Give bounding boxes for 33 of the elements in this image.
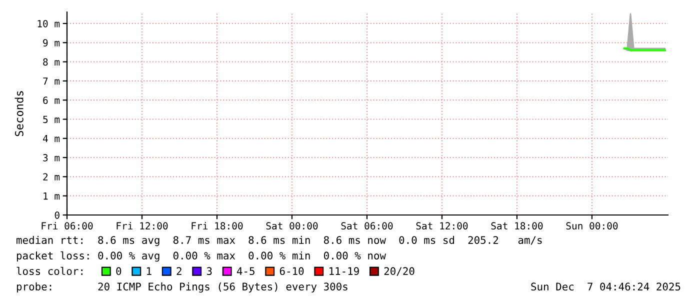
y-tick-label: 4 m xyxy=(42,135,60,142)
legend-label: 4-5 xyxy=(236,267,254,276)
y-tick-label: 0 xyxy=(54,212,60,219)
y-tick-label: 2 m xyxy=(43,173,60,180)
legend-label: 3 xyxy=(206,267,212,276)
text: packet loss: 0.00 % avg 0.00 % max 0.00 % min 0.00 % now xyxy=(16,251,386,262)
x-tick-label: Sun 00:00 xyxy=(566,222,618,230)
text: probe: 20 ICMP Echo Pings (56 Bytes) every 300s xyxy=(16,282,348,293)
text: Sun Dec 7 04:46:24 2025 xyxy=(531,282,680,291)
y-tick-label: 1 m xyxy=(44,192,60,200)
legend-title: loss color: xyxy=(16,266,82,276)
legend-label: 11-19 xyxy=(330,267,359,276)
text: median rtt: 8.6 ms avg 8.7 ms max 8.6 ms min 8.6 ms now 0.0 ms sd 205.2 am/s xyxy=(16,236,542,246)
y-tick-label: 5 m xyxy=(43,116,60,124)
x-tick-label: Sat 00:00 xyxy=(266,222,318,230)
y-tick-label: 3 m xyxy=(43,154,60,162)
y-axis-title: Seconds xyxy=(14,91,24,136)
y-tick-label: 9 m xyxy=(43,39,60,46)
legend-label: 2 xyxy=(176,267,182,275)
legend-label: 0 xyxy=(116,267,122,276)
y-tick-label: 6 m xyxy=(43,96,60,104)
x-tick-label: Sat 12:00 xyxy=(416,222,468,230)
y-tick-label: 7 m xyxy=(43,78,60,85)
x-tick-label: Sat 18:00 xyxy=(491,222,543,230)
x-tick-label: Fri 18:00 xyxy=(192,222,243,230)
x-tick-label: Fri 12:00 xyxy=(116,222,168,230)
y-tick-label: 10 m xyxy=(38,20,60,28)
legend-label: 1 xyxy=(147,267,152,275)
y-tick-label: 8 m xyxy=(43,58,60,66)
x-tick-label: Fri 06:00 xyxy=(42,222,93,230)
legend-label: 6-10 xyxy=(280,267,304,276)
legend-label: 20/20 xyxy=(384,267,414,276)
x-tick-label: Sat 06:00 xyxy=(341,222,393,230)
